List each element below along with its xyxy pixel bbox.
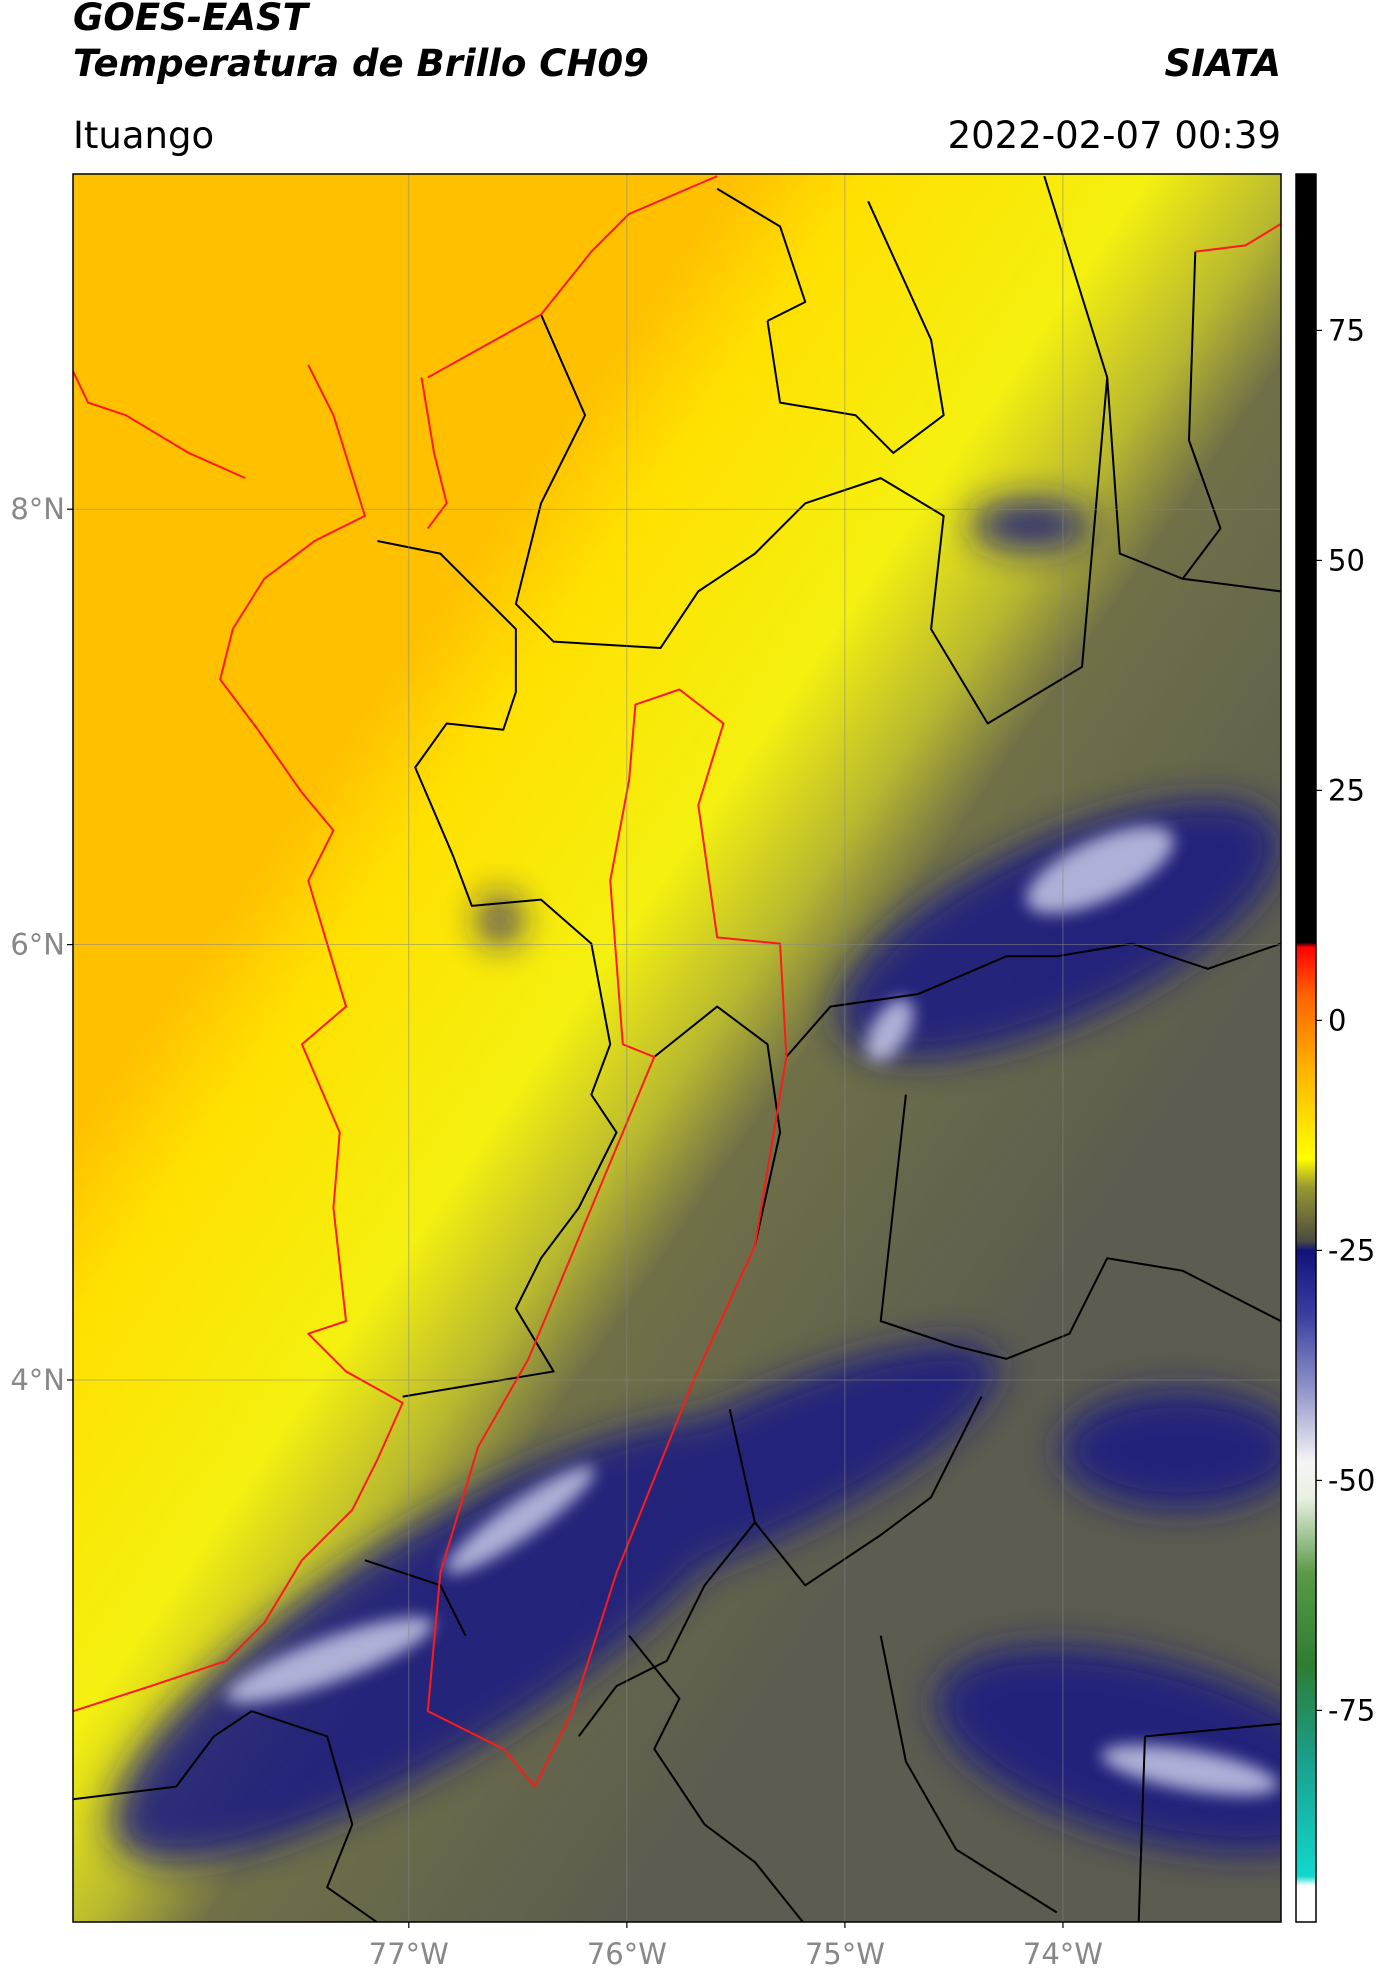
colorbar-tick-label: 25 <box>1328 773 1365 807</box>
lon-tick-label: 76°W <box>587 1937 667 1971</box>
colorbar-segment <box>1296 1066 1316 1159</box>
colorbar-segment <box>1296 1664 1316 1757</box>
lat-tick-label: 8°N <box>10 492 65 526</box>
datetime: 2022-02-07 00:39 <box>948 114 1281 157</box>
colorbar-segment <box>1296 1158 1316 1187</box>
colorbar-segment <box>1296 1186 1316 1242</box>
lon-tick-label: 75°W <box>805 1937 885 1971</box>
colorbar-segment <box>1296 992 1316 1067</box>
colorbar-tick-label: 0 <box>1328 1003 1346 1037</box>
colorbar-tick-label: -25 <box>1328 1233 1375 1267</box>
colorbar-segment <box>1296 1885 1316 1923</box>
colorbar-segment <box>1296 946 1316 994</box>
source: SIATA <box>1164 42 1281 85</box>
lat-tick-label: 4°N <box>10 1363 65 1397</box>
colorbar-tick-label: 50 <box>1328 543 1365 577</box>
map-frame <box>72 173 1282 1923</box>
colorbar-tick-label: -50 <box>1328 1463 1375 1497</box>
colorbar-frame <box>1295 173 1317 1923</box>
lon-tick-label: 77°W <box>369 1937 449 1971</box>
map-image <box>73 174 1281 1922</box>
colorbar-tick-label: 75 <box>1328 313 1365 347</box>
colorbar-segment <box>1296 942 1316 948</box>
satellite: GOES-EAST <box>73 0 311 39</box>
colorbar-segment <box>1296 1572 1316 1665</box>
colorbar-segment <box>1296 174 1316 943</box>
lon-tick-label: 74°W <box>1023 1937 1103 1971</box>
product: Temperatura de Brillo CH09 <box>73 42 649 85</box>
colorbar-segment <box>1296 1756 1316 1877</box>
colorbar-segment <box>1296 1498 1316 1573</box>
lat-tick-label: 6°N <box>10 928 65 962</box>
colorbar-segment <box>1296 1241 1316 1251</box>
colorbar-tick-label: -75 <box>1328 1693 1375 1727</box>
colorbar-segment <box>1296 1250 1316 1316</box>
colorbar-segment <box>1296 1314 1316 1389</box>
colorbar-segment <box>1296 1388 1316 1463</box>
colorbar-segment <box>1296 1462 1316 1500</box>
location: Ituango <box>73 114 214 157</box>
colorbar-segment <box>1296 1876 1316 1886</box>
